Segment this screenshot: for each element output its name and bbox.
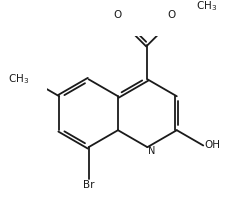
Text: OH: OH [204,140,220,151]
Text: O: O [114,10,122,20]
Text: N: N [148,146,156,156]
Text: Br: Br [83,180,94,190]
Text: O: O [167,10,175,20]
Text: CH$_3$: CH$_3$ [196,0,218,13]
Text: CH$_3$: CH$_3$ [8,72,29,86]
